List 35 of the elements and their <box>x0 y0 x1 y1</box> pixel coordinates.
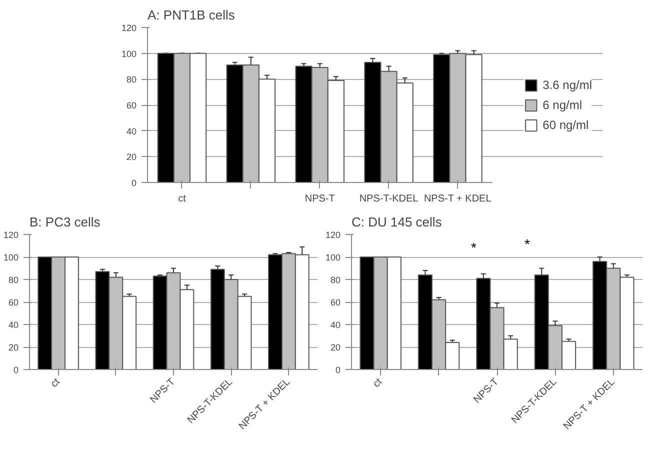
y-tick-label: 20 <box>126 152 137 162</box>
x-tick-label: ct <box>48 376 62 390</box>
y-tick-label: 40 <box>8 320 19 330</box>
x-tick-label: NPS-T <box>304 194 335 204</box>
chart-title: C: DU 145 cells <box>352 214 442 230</box>
y-tick-label: 100 <box>3 252 19 262</box>
y-tick-label: 60 <box>126 100 137 110</box>
y-tick-label: 0 <box>335 365 341 375</box>
y-tick-label: 0 <box>131 178 137 188</box>
annotation: * <box>470 239 477 256</box>
y-tick-label: 40 <box>330 320 341 330</box>
y-tick-label: 60 <box>330 298 341 308</box>
chart-title: A: PNT1B cells <box>148 8 236 22</box>
y-tick-label: 0 <box>13 365 19 375</box>
y-tick-label: 60 <box>8 298 19 308</box>
annotation: * <box>524 236 531 252</box>
y-tick-label: 120 <box>3 230 19 240</box>
y-tick-label: 100 <box>121 48 137 59</box>
x-tick-label: NPS-T-KDEL <box>359 194 419 204</box>
x-tick-label: NPS-T + KDEL <box>424 194 492 204</box>
legend-label: 60 ng/ml <box>542 118 589 132</box>
y-tick-label: 20 <box>330 342 341 352</box>
y-tick-label: 20 <box>8 342 19 352</box>
legend-label: 6 ng/ml <box>542 98 582 112</box>
y-tick-label: 100 <box>325 252 341 262</box>
y-tick-label: 40 <box>126 126 137 136</box>
y-tick-label: 120 <box>325 230 341 240</box>
x-tick-label: ct <box>371 376 385 390</box>
x-tick-label: ct <box>178 194 186 204</box>
y-tick-label: 80 <box>330 275 341 285</box>
y-tick-label: 80 <box>8 275 19 285</box>
chart-title: B: PC3 cells <box>30 214 101 230</box>
y-tick-label: 80 <box>126 74 137 85</box>
y-tick-label: 120 <box>121 23 137 33</box>
legend-label: 3.6 ng/ml <box>542 78 592 92</box>
